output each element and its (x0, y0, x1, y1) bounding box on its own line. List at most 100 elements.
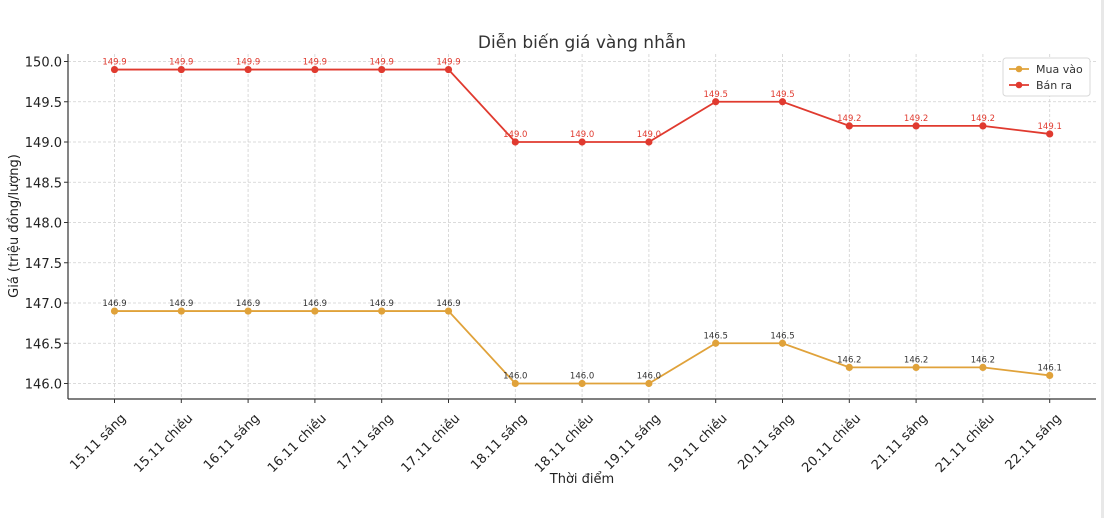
data-label: 149.2 (837, 114, 861, 124)
y-axis-label: Giá (triệu đồng/lượng) (7, 154, 22, 298)
data-label: 149.9 (236, 58, 260, 68)
data-label: 146.0 (570, 372, 594, 382)
data-point (1046, 130, 1054, 138)
x-axis-ticks: 15.11 sáng 15.11 chiều 16.11 sáng 16.11 chi… (67, 399, 1065, 476)
data-point (311, 307, 319, 315)
x-tick-label: 20.11 chiều (799, 411, 864, 476)
data-point (578, 379, 586, 388)
data-point (912, 363, 920, 371)
x-tick-label: 15.11 sáng (67, 411, 129, 473)
x-tick-label: 22.11 sáng (1003, 411, 1065, 473)
data-label: 149.2 (904, 114, 928, 124)
y-tick-label: 148.0 (25, 217, 62, 232)
series-mua-vao: 146.9 146.9 146.9 146.9 146.9 146.9 146.0 146.0… (102, 299, 1062, 388)
data-label: 149.0 (503, 130, 527, 140)
y-tick-label: 150.0 (25, 56, 62, 71)
data-label: 149.9 (169, 58, 193, 68)
data-point (444, 65, 453, 74)
y-tick-label: 149.5 (25, 96, 62, 111)
data-label: 146.2 (837, 355, 861, 365)
legend-label: Mua vào (1036, 63, 1083, 76)
data-label: 146.1 (1038, 363, 1062, 373)
data-point (645, 379, 653, 388)
data-label: 146.0 (637, 372, 661, 382)
x-tick-label: 19.11 chiều (666, 411, 731, 476)
data-label: 146.9 (303, 299, 327, 309)
data-point (244, 307, 252, 315)
data-point (979, 122, 987, 130)
x-tick-label: 17.11 sáng (335, 411, 397, 473)
legend: Mua vào Bán ra (1002, 57, 1091, 97)
legend-label: Bán ra (1036, 79, 1072, 92)
data-point (511, 138, 519, 146)
x-tick-label: 15.11 chiều (131, 411, 196, 476)
data-point (311, 65, 319, 74)
data-label: 146.5 (770, 331, 794, 341)
data-label: 149.0 (637, 130, 661, 140)
series-lines: 146.9 146.9 146.9 146.9 146.9 146.9 146.0 146.0… (102, 58, 1062, 388)
data-label: 149.9 (436, 58, 460, 68)
data-label: 146.9 (236, 299, 260, 309)
data-label: 146.0 (503, 372, 527, 382)
x-tick-label: 21.11 chiều (933, 411, 998, 476)
x-tick-label: 18.11 chiều (532, 411, 597, 476)
data-point (378, 307, 386, 315)
data-label: 149.5 (704, 90, 728, 100)
window-edge (1101, 0, 1104, 518)
data-label: 149.1 (1038, 122, 1062, 132)
data-point (712, 339, 720, 347)
chart-title: Diễn biến giá vàng nhẫn (478, 32, 686, 53)
data-point (979, 363, 987, 371)
data-point (110, 307, 119, 315)
data-point (845, 363, 853, 371)
data-label: 146.5 (704, 331, 728, 341)
x-tick-label: 17.11 chiều (399, 411, 464, 476)
data-point (778, 98, 787, 106)
data-label: 146.9 (370, 299, 394, 309)
data-label: 146.2 (904, 355, 928, 365)
data-label: 149.9 (370, 58, 394, 68)
grid-lines (68, 54, 1096, 399)
x-axis-label: Thời điểm (549, 472, 614, 487)
data-label: 146.9 (436, 299, 460, 309)
data-label: 149.9 (102, 58, 126, 68)
data-label: 149.5 (770, 90, 794, 100)
data-point (845, 122, 853, 130)
y-tick-label: 149.0 (25, 136, 62, 151)
data-point (378, 65, 386, 74)
data-point (177, 65, 185, 74)
data-label: 149.9 (303, 58, 327, 68)
data-label: 146.9 (169, 299, 193, 309)
legend-box (1002, 57, 1091, 97)
data-point (712, 98, 720, 106)
data-point (444, 307, 453, 315)
data-label: 146.2 (971, 355, 995, 365)
data-label: 146.9 (102, 299, 126, 309)
y-tick-label: 146.0 (25, 378, 62, 393)
x-tick-label: 21.11 sáng (869, 411, 931, 473)
legend-marker (1015, 81, 1023, 89)
data-point (511, 379, 519, 388)
x-tick-label: 20.11 sáng (735, 411, 797, 473)
data-label: 149.0 (570, 130, 594, 140)
legend-marker (1015, 65, 1023, 73)
series-ban-ra: 149.9 149.9 149.9 149.9 149.9 149.9 149.0 149.0… (102, 58, 1062, 146)
data-point (1046, 371, 1054, 380)
data-point (912, 122, 920, 130)
x-tick-label: 18.11 sáng (468, 411, 530, 473)
data-point (778, 339, 787, 347)
x-tick-label: 16.11 sáng (201, 411, 263, 473)
y-tick-label: 147.5 (25, 257, 62, 272)
y-axis-ticks: 146.0 146.5 147.0 147.5 148.0 148.5 149.0 149.5… (25, 56, 68, 393)
data-point (110, 65, 119, 74)
data-point (645, 138, 653, 146)
data-point (578, 138, 586, 146)
x-tick-label: 19.11 sáng (602, 411, 664, 473)
y-tick-label: 148.5 (25, 176, 62, 191)
data-point (244, 65, 252, 74)
x-tick-label: 16.11 chiều (265, 411, 330, 476)
data-label: 149.2 (971, 114, 995, 124)
y-tick-label: 147.0 (25, 297, 62, 312)
y-tick-label: 146.5 (25, 337, 62, 352)
